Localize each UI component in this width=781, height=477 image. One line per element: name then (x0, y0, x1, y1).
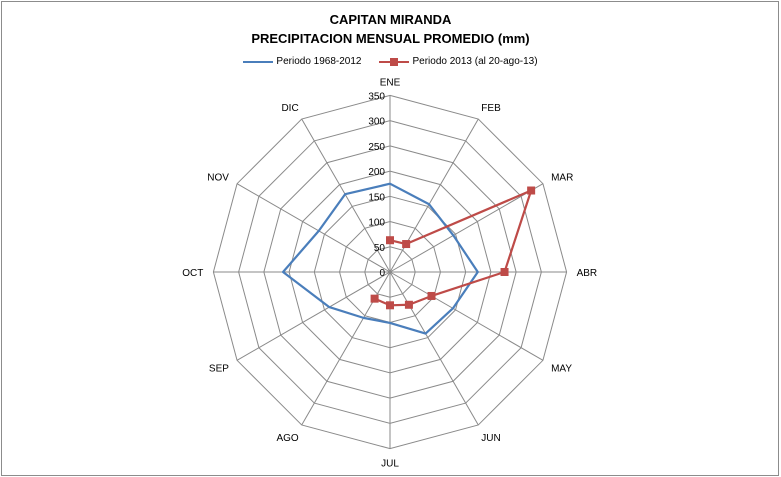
category-label-FEB: FEB (481, 103, 501, 114)
data-point-MAR (527, 186, 536, 195)
tick-label-100: 100 (368, 218, 385, 229)
legend-item-1968-2012: Periodo 1968-2012 (243, 56, 361, 67)
chart-title-line-2: PRECIPITACION MENSUAL PROMEDIO (mm) (251, 31, 530, 46)
legend-square-marker-icon (379, 57, 410, 66)
tick-label-200: 200 (368, 167, 385, 178)
series-line-0 (281, 182, 479, 335)
spoke-MAY (389, 271, 544, 361)
spoke-NOV (236, 183, 391, 273)
category-label-JUL: JUL (381, 459, 399, 470)
data-point-ABR (500, 268, 509, 276)
tick-label-50: 50 (374, 243, 386, 254)
tick-label-150: 150 (368, 192, 385, 203)
category-label-JUN: JUN (481, 433, 500, 444)
spoke-JUN (389, 271, 479, 426)
category-label-MAY: MAY (551, 363, 572, 374)
spoke-MAR (389, 183, 544, 273)
series-line-1 (374, 189, 533, 307)
category-label-OCT: OCT (182, 268, 203, 279)
legend-line-icon (243, 60, 274, 63)
spoke-DIC (301, 118, 391, 273)
category-label-ABR: ABR (577, 268, 598, 279)
legend-label: Periodo 1968-2012 (276, 56, 362, 67)
spoke-SEP (236, 271, 391, 361)
category-label-DIC: DIC (281, 103, 298, 114)
data-point-JUL (386, 301, 394, 310)
data-point-MAY (427, 291, 436, 300)
category-label-ENE: ENE (380, 77, 401, 88)
data-point-ENE (386, 236, 394, 245)
tick-label-350: 350 (368, 91, 385, 102)
data-point-AGO (370, 294, 379, 303)
tick-label-250: 250 (368, 142, 385, 153)
tick-label-0: 0 (379, 268, 385, 279)
chart-title-line-1: CAPITAN MIRANDA (329, 12, 452, 27)
category-label-SEP: SEP (209, 363, 229, 374)
legend: Periodo 1968-2012 Periodo 2013 (al 20-ag… (0, 56, 781, 67)
category-label-AGO: AGO (276, 433, 298, 444)
legend-item-2013: Periodo 2013 (al 20-ago-13) (379, 56, 538, 67)
chart-title: CAPITAN MIRANDA PRECIPITACION MENSUAL PR… (0, 10, 781, 48)
tick-label-300: 300 (368, 117, 385, 128)
data-point-FEB (402, 240, 411, 249)
category-label-MAR: MAR (551, 173, 573, 184)
legend-label: Periodo 2013 (al 20-ago-13) (412, 56, 538, 67)
data-point-JUN (404, 300, 413, 309)
category-label-NOV: NOV (207, 173, 229, 184)
